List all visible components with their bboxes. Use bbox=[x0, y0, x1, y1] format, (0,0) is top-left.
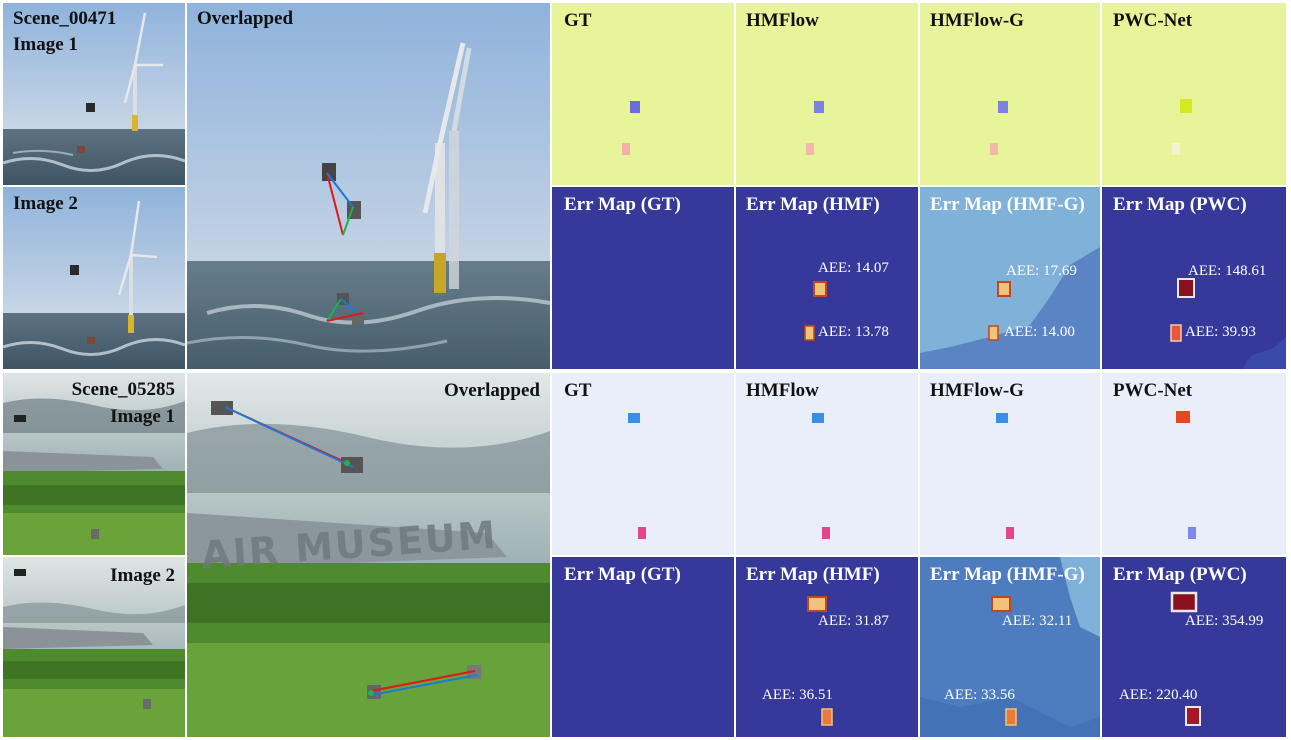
row1-flow-hmflow-panel: HMFlow bbox=[736, 3, 918, 185]
row1-err-hmfg-marks bbox=[920, 247, 1100, 369]
row1-image1-label: Image 1 bbox=[13, 34, 78, 55]
row2-flow-hmflow-panel: HMFlow bbox=[736, 373, 918, 555]
row2-err-hmf-aee-1: AEE: 31.87 bbox=[818, 613, 889, 629]
row2-image2-panel: Image 2 bbox=[3, 557, 185, 737]
row2-err-hmf-marks bbox=[807, 596, 833, 726]
row1-flow-hmflowg-marks bbox=[990, 101, 1008, 155]
row2-image1-photo bbox=[3, 373, 185, 555]
row2-image1-panel: Scene_05285 Image 1 bbox=[3, 373, 185, 555]
row2-err-hmfg-aee-1: AEE: 32.11 bbox=[1002, 613, 1073, 629]
row2-err-hmf-label: Err Map (HMF) bbox=[746, 564, 880, 585]
row1-image2-photo bbox=[3, 187, 185, 369]
row2-err-gt-panel: Err Map (GT) bbox=[552, 557, 734, 737]
row1-err-pwc-label: Err Map (PWC) bbox=[1113, 194, 1247, 215]
row1-overlapped-panel: Overlapped bbox=[187, 3, 550, 369]
row2-err-pwc-aee-2: AEE: 220.40 bbox=[1119, 687, 1198, 703]
row1-flow-gt-label: GT bbox=[564, 10, 592, 31]
row1-err-gt-panel: Err Map (GT) bbox=[552, 187, 734, 369]
row2-flow-pwcnet-label: PWC-Net bbox=[1113, 380, 1193, 401]
row2-overlapped-label: Overlapped bbox=[443, 380, 540, 401]
row2-err-gt-label: Err Map (GT) bbox=[564, 564, 681, 585]
row1-image1-photo bbox=[3, 3, 185, 185]
row1-flow-pwcnet-panel: PWC-Net bbox=[1102, 3, 1286, 185]
row1-err-pwc-aee-2: AEE: 39.93 bbox=[1185, 324, 1256, 340]
row1-flow-pwcnet-marks bbox=[1172, 99, 1192, 155]
row1-err-hmfg-panel: Err Map (HMF-G) AEE: 17.69 AEE: 14.00 bbox=[920, 187, 1100, 369]
row1-err-hmf-aee-2: AEE: 13.78 bbox=[818, 324, 889, 340]
row2-overlapped-photo bbox=[187, 373, 550, 737]
row2-flow-gt-panel: GT bbox=[552, 373, 734, 555]
row2-err-hmf-aee-2: AEE: 36.51 bbox=[762, 687, 833, 703]
row2-flow-hmflowg-panel: HMFlow-G bbox=[920, 373, 1100, 555]
row1-overlapped-label: Overlapped bbox=[197, 8, 294, 29]
row2-err-pwc-marks bbox=[1170, 591, 1201, 726]
row2-flow-pwcnet-marks bbox=[1176, 411, 1196, 539]
row1-flow-gt-marks bbox=[622, 101, 640, 155]
row1-scene-label: Scene_00471 bbox=[13, 8, 117, 29]
row2-image1-label: Image 1 bbox=[110, 406, 175, 427]
row1-image2-label: Image 2 bbox=[13, 193, 78, 214]
row2-flow-gt-marks bbox=[628, 413, 646, 539]
row2-err-pwc-panel: Err Map (PWC) AEE: 354.99 AEE: 220.40 bbox=[1102, 557, 1286, 737]
row1-flow-hmflowg-panel: HMFlow-G bbox=[920, 3, 1100, 185]
row1-err-hmfg-aee-1: AEE: 17.69 bbox=[1006, 263, 1077, 279]
row1-err-pwc-marks bbox=[1170, 278, 1286, 369]
row2-scene-label: Scene_05285 bbox=[71, 379, 175, 400]
row2-overlapped-panel: AIR MUSEUM Overlapped bbox=[187, 373, 550, 737]
row2-err-hmfg-marks bbox=[920, 557, 1100, 737]
row1-err-pwc-panel: Err Map (PWC) AEE: 148.61 AEE: 39.93 bbox=[1102, 187, 1286, 369]
row2-image2-photo bbox=[3, 557, 185, 737]
row1-flow-hmflow-marks bbox=[806, 101, 824, 155]
row2-flow-hmflowg-marks bbox=[996, 413, 1014, 539]
row1-err-hmf-panel: Err Map (HMF) AEE: 14.07 AEE: 13.78 bbox=[736, 187, 918, 369]
row1-flow-hmflow-label: HMFlow bbox=[746, 10, 819, 31]
row1-err-hmfg-label: Err Map (HMF-G) bbox=[930, 194, 1085, 215]
row2-err-pwc-label: Err Map (PWC) bbox=[1113, 564, 1247, 585]
row2-err-hmfg-panel: Err Map (HMF-G) AEE: 32.11 AEE: 33.56 bbox=[920, 557, 1100, 737]
row2-flow-hmflowg-label: HMFlow-G bbox=[930, 380, 1024, 401]
row1-err-hmfg-aee-2: AEE: 14.00 bbox=[1004, 324, 1075, 340]
row2-err-pwc-aee-1: AEE: 354.99 bbox=[1185, 613, 1264, 629]
row1-err-gt-label: Err Map (GT) bbox=[564, 194, 681, 215]
row2-flow-hmflow-marks bbox=[812, 413, 830, 539]
row2-image2-label: Image 2 bbox=[110, 565, 175, 586]
row2-err-hmfg-aee-2: AEE: 33.56 bbox=[944, 687, 1015, 703]
row1-flow-gt-panel: GT bbox=[552, 3, 734, 185]
row1-err-hmf-aee-1: AEE: 14.07 bbox=[818, 260, 889, 276]
row1-flow-pwcnet-label: PWC-Net bbox=[1113, 10, 1193, 31]
row1-overlapped-photo bbox=[187, 3, 550, 369]
row1-err-hmf-label: Err Map (HMF) bbox=[746, 194, 880, 215]
row2-flow-hmflow-label: HMFlow bbox=[746, 380, 819, 401]
row1-err-hmf-marks bbox=[804, 281, 827, 341]
row2-flow-pwcnet-panel: PWC-Net bbox=[1102, 373, 1286, 555]
row2-err-hmf-panel: Err Map (HMF) AEE: 31.87 AEE: 36.51 bbox=[736, 557, 918, 737]
row1-flow-hmflowg-label: HMFlow-G bbox=[930, 10, 1024, 31]
row1-err-pwc-aee-1: AEE: 148.61 bbox=[1188, 263, 1267, 279]
row2-err-hmfg-label: Err Map (HMF-G) bbox=[930, 564, 1085, 585]
row2-flow-gt-label: GT bbox=[564, 380, 592, 401]
row1-image2-panel: Image 2 bbox=[3, 187, 185, 369]
row1-image1-panel: Scene_00471 Image 1 bbox=[3, 3, 185, 185]
